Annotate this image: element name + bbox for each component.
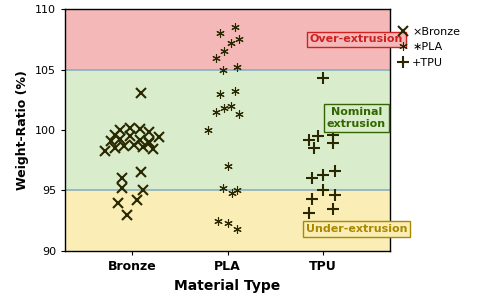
Text: Nominal
extrusion: Nominal extrusion (327, 107, 386, 129)
Bar (65, 69, 390, 190)
Bar (65, 190, 390, 251)
Text: Under-extrusion: Under-extrusion (306, 224, 408, 234)
Legend: ×Bronze, ∗PLA, +TPU: ×Bronze, ∗PLA, +TPU (399, 27, 460, 68)
X-axis label: Material Type: Material Type (174, 278, 281, 293)
Text: Over-extrusion: Over-extrusion (310, 34, 403, 44)
Y-axis label: Weight-Ratio (%): Weight-Ratio (%) (16, 70, 30, 190)
Bar (65, 9, 390, 69)
